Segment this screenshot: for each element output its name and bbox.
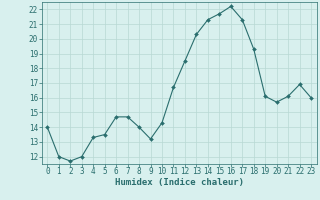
X-axis label: Humidex (Indice chaleur): Humidex (Indice chaleur): [115, 178, 244, 187]
